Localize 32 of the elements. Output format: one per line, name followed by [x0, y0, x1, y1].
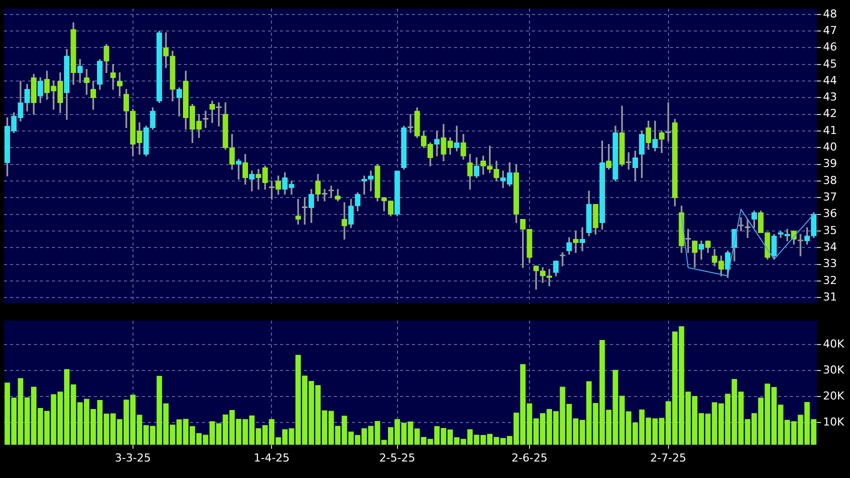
- y-tick-label: 42: [823, 107, 837, 120]
- y-tick-label: 37: [823, 190, 837, 204]
- y-tick-label: 34: [823, 240, 837, 254]
- y-tick-label: 30K: [823, 364, 845, 376]
- y-tick-label: 35: [823, 224, 837, 237]
- x-tick-label: 2-7-25: [650, 451, 686, 464]
- y-tick-label: 39: [823, 157, 837, 170]
- y-tick-label: 32: [823, 274, 837, 287]
- y-tick-label: 40: [823, 140, 837, 154]
- y-tick-label: 33: [823, 257, 837, 270]
- y-tick-label: 10K: [823, 415, 845, 428]
- y-tick-label: 31: [823, 290, 837, 304]
- y-tick-label: 38: [823, 174, 837, 187]
- candlestick: [110, 64, 116, 90]
- x-tick-label: 2-6-25: [512, 451, 548, 464]
- candlestick: [434, 130, 440, 156]
- x-tick-label: 1-4-25: [254, 451, 290, 464]
- candlestick: [798, 234, 804, 256]
- y-tick-label: 20K: [823, 389, 845, 402]
- y-tick-label: 36: [823, 207, 837, 220]
- y-tick-label: 43: [823, 90, 837, 104]
- y-tick-label: 40K: [823, 338, 845, 351]
- y-tick-label: 46: [823, 40, 837, 54]
- candlestick: [560, 252, 566, 266]
- y-tick-label: 47: [823, 24, 837, 37]
- x-tick-label: 2-5-25: [379, 451, 416, 464]
- y-tick-label: 48: [823, 7, 837, 20]
- y-tick-label: 45: [823, 57, 837, 70]
- y-tick-label: 41: [823, 124, 837, 137]
- x-tick-label: 3-3-25: [114, 451, 151, 464]
- candlestick: [738, 217, 744, 232]
- y-tick-label: 44: [823, 74, 837, 87]
